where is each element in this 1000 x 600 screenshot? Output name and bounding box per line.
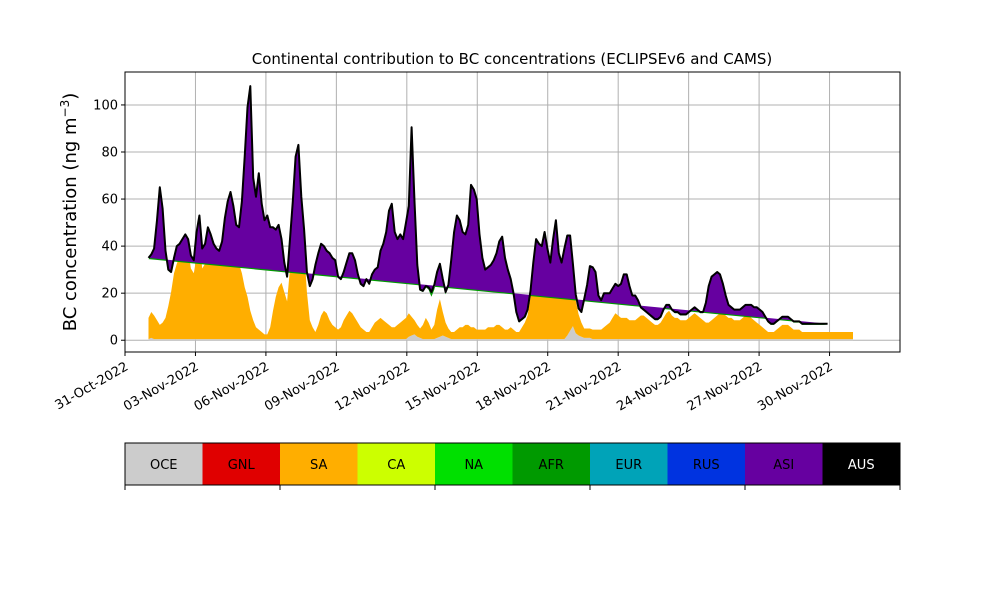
x-tick-label: 12-Nov-2022: [333, 359, 413, 414]
y-tick-label: 100: [93, 98, 118, 113]
legend-label-asi: ASI: [773, 458, 794, 473]
legend-label-afr: AFR: [539, 458, 564, 473]
y-tick-label: 40: [101, 240, 118, 255]
x-tick-label: 18-Nov-2022: [473, 359, 553, 414]
legend-swatch-rus: [667, 443, 746, 485]
legend-swatch-afr: [512, 443, 591, 485]
legend-swatch-na: [435, 443, 513, 485]
y-tick-label: 20: [101, 287, 118, 302]
y-axis-label-main: BC concentration (ng m: [60, 117, 81, 331]
total-line: [147, 85, 828, 325]
chart-title: Continental contribution to BC concentra…: [252, 50, 773, 68]
y-tick-label: 0: [110, 334, 118, 349]
y-axis: 0 20 40 60 80 100: [93, 98, 125, 349]
x-tick-label: 21-Nov-2022: [544, 359, 624, 414]
legend-label-aus: AUS: [848, 458, 875, 473]
legend-swatch-oce: [125, 443, 203, 485]
plot-area: [124, 71, 901, 353]
legend-label-eur: EUR: [615, 458, 642, 473]
legend-swatch-aus: [822, 443, 901, 485]
legend-swatch-sa: [280, 443, 358, 485]
x-tick-label: 24-Nov-2022: [614, 359, 694, 414]
legend-label-ca: CA: [387, 458, 405, 473]
legend-label-gnl: GNL: [228, 458, 256, 473]
legend-swatch-ca: [357, 443, 436, 485]
legend-label-rus: RUS: [693, 458, 720, 473]
x-tick-label: 31-Oct-2022: [53, 359, 131, 413]
legend-swatch-gnl: [202, 443, 281, 485]
legend-swatch-asi: [745, 443, 823, 485]
total-line: [147, 85, 828, 325]
x-tick-label: 09-Nov-2022: [262, 359, 342, 414]
legend-swatch-eur: [590, 443, 668, 485]
legend-label-oce: OCE: [150, 458, 178, 473]
x-axis: 31-Oct-202203-Nov-202206-Nov-202209-Nov-…: [53, 352, 836, 414]
area-sa: [148, 193, 853, 340]
stacked-areas: [148, 86, 853, 341]
legend-colorbar: OCE GNL SA CA NA AFR EUR RUS ASI AUS: [124, 442, 901, 490]
y-axis-label-close: ): [60, 93, 81, 100]
x-tick-label: 06-Nov-2022: [192, 359, 272, 414]
legend-frame: [124, 442, 901, 486]
x-tick-label: 03-Nov-2022: [121, 359, 201, 414]
legend-label-sa: SA: [310, 458, 327, 473]
y-tick-label: 60: [101, 193, 118, 208]
y-tick-label: 80: [101, 146, 118, 161]
legend-label-na: NA: [464, 458, 483, 473]
area-asi: [148, 86, 828, 324]
y-axis-label: BC concentration (ng m−3): [58, 93, 81, 332]
y-axis-label-superscript: −3: [58, 100, 72, 118]
x-tick-label: 30-Nov-2022: [755, 359, 835, 414]
x-tick-label: 15-Nov-2022: [403, 359, 483, 414]
x-tick-label: 27-Nov-2022: [685, 359, 765, 414]
